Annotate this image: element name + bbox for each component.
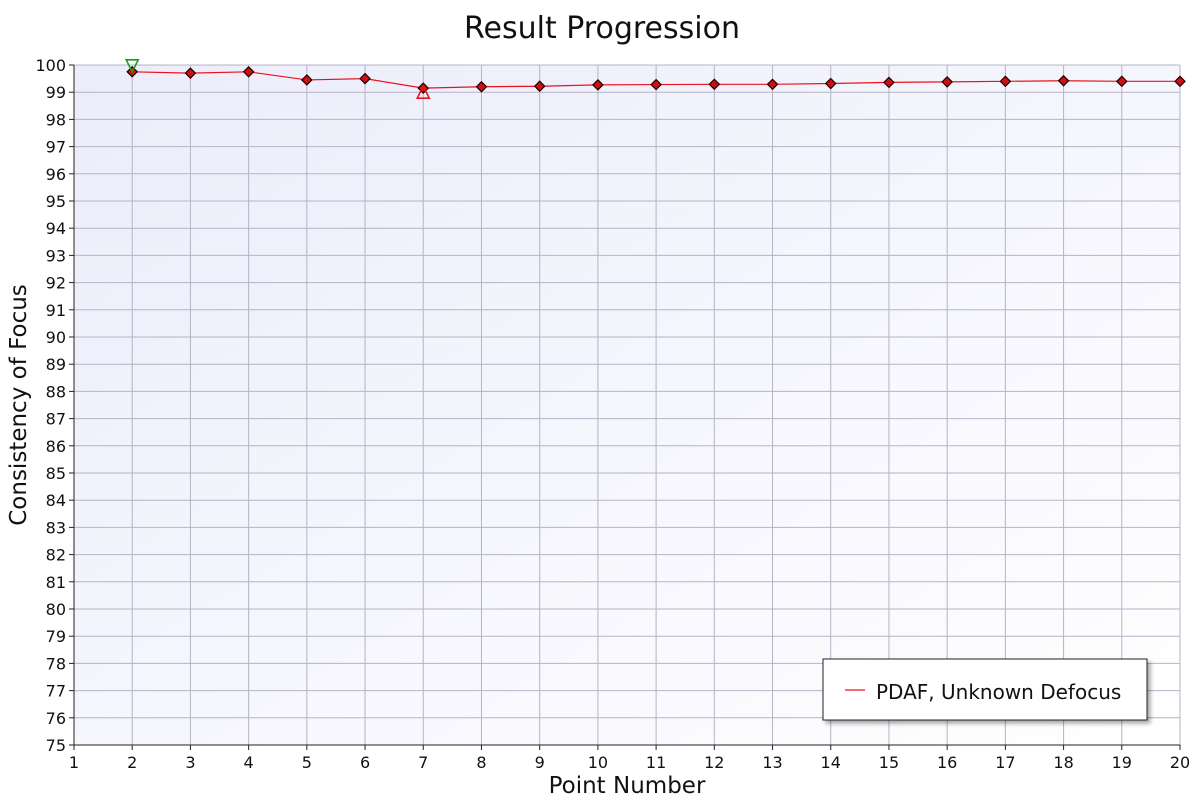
x-tick-label: 4: [244, 753, 254, 772]
x-tick-label: 20: [1170, 753, 1190, 772]
legend-label: PDAF, Unknown Defocus: [876, 680, 1121, 704]
x-tick-label: 13: [762, 753, 782, 772]
y-tick-label: 84: [46, 491, 66, 510]
y-tick-label: 85: [46, 464, 66, 483]
x-tick-label: 3: [185, 753, 195, 772]
data-point: [184, 67, 197, 80]
data-point: [592, 79, 604, 91]
x-tick-label: 15: [879, 753, 899, 772]
data-point: [1174, 75, 1186, 88]
y-tick-label: 82: [46, 546, 66, 565]
x-tick-label: 2: [127, 753, 137, 772]
y-tick-label: 92: [46, 274, 66, 293]
y-tick-label: 94: [46, 219, 66, 238]
y-tick-label: 83: [46, 518, 66, 537]
x-tick-label: 9: [535, 753, 545, 772]
data-point: [533, 80, 546, 93]
legend-box: [822, 658, 1148, 721]
data-point: [824, 77, 837, 90]
y-tick-label: 77: [46, 682, 66, 701]
data-point: [650, 78, 662, 91]
data-point: [1057, 74, 1070, 87]
chart-title: Result Progression: [464, 11, 740, 46]
x-tick-label: 10: [588, 753, 608, 772]
x-tick-label: 17: [995, 753, 1015, 772]
data-point: [242, 65, 255, 78]
x-tick-label: 12: [704, 753, 724, 772]
plot-area-background: [74, 65, 1180, 745]
data-point: [475, 80, 488, 93]
data-point: [999, 75, 1012, 88]
y-tick-label: 89: [46, 355, 66, 374]
y-tick-label: 90: [46, 328, 66, 347]
data-point: [766, 78, 779, 91]
data-point: [941, 76, 954, 88]
x-tick-label: 5: [302, 753, 312, 772]
y-tick-label: 87: [46, 410, 66, 429]
y-tick-label: 91: [46, 301, 66, 320]
x-tick-label: 11: [646, 753, 666, 772]
y-tick-label: 97: [46, 138, 66, 157]
x-tick-label: 16: [937, 753, 957, 772]
data-point: [883, 76, 895, 89]
axis-ticks: 1 2 3 4 5 6 7 8 9 10 11 12 13 14 15 16 17 18 19 20757677787…: [35, 56, 1190, 772]
y-tick-label: 75: [46, 736, 66, 755]
y-tick-label: 100: [35, 56, 66, 75]
y-tick-label: 96: [46, 165, 66, 184]
y-tick-label: 81: [46, 573, 66, 592]
legend: PDAF, Unknown Defocus: [822, 658, 1148, 721]
y-tick-label: 95: [46, 192, 66, 211]
y-tick-label: 78: [46, 654, 66, 673]
x-tick-label: 7: [418, 753, 428, 772]
y-tick-label: 86: [46, 437, 66, 456]
series-layer: [126, 65, 1186, 94]
x-tick-label: 6: [360, 753, 370, 772]
x-tick-label: 8: [476, 753, 486, 772]
data-point: [708, 78, 721, 91]
y-tick-label: 79: [46, 627, 66, 646]
data-point: [300, 74, 313, 86]
y-axis-label: Consistency of Focus: [6, 284, 32, 526]
x-tick-label: 18: [1053, 753, 1073, 772]
x-tick-label: 14: [821, 753, 841, 772]
data-point: [1115, 75, 1128, 88]
x-tick-label: 1: [69, 753, 79, 772]
data-point: [359, 72, 371, 85]
y-tick-label: 98: [46, 110, 66, 129]
annotation-layer: [124, 59, 431, 99]
x-tick-label: 19: [1112, 753, 1132, 772]
x-axis-label: Point Number: [549, 773, 706, 799]
y-tick-label: 88: [46, 382, 66, 401]
y-tick-label: 80: [46, 600, 66, 619]
max-marker: [124, 59, 140, 74]
y-tick-label: 93: [46, 246, 66, 265]
min-marker: [415, 84, 431, 99]
y-tick-label: 76: [46, 709, 66, 728]
grid-lines: [74, 64, 1181, 745]
y-tick-label: 99: [46, 83, 66, 102]
